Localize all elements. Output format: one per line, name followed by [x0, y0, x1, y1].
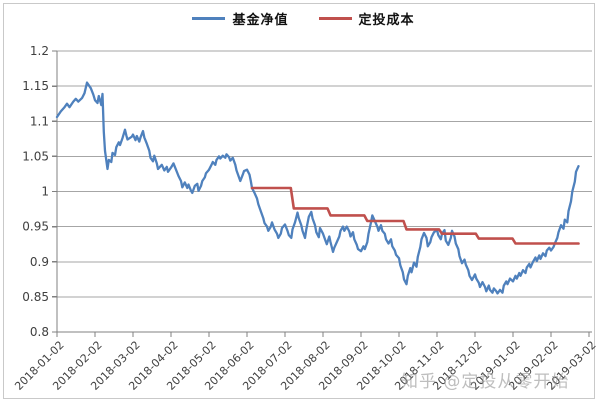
fund-nav-line-swatch — [192, 17, 226, 20]
y-tick-label: 0.9 — [30, 255, 49, 269]
legend-item-fund-nav: 基金净值 — [192, 9, 288, 28]
dca-cost-legend-label: 定投成本 — [358, 13, 415, 28]
dca-cost-line — [250, 186, 580, 245]
dca-cost-line-swatch — [318, 17, 352, 20]
y-tick-label: 1.1 — [30, 114, 49, 128]
fund-nav-legend-label: 基金净值 — [232, 13, 289, 28]
y-tick-label: 1.2 — [30, 44, 49, 58]
watermark: 知乎 @定投从零开始 — [401, 372, 570, 392]
y-tick-label: 1.05 — [22, 149, 49, 163]
y-tick-label: 1.15 — [22, 79, 49, 93]
chart-frame — [3, 3, 595, 399]
legend-item-dca-cost: 定投成本 — [318, 9, 415, 28]
chart-legend: 基金净值 定投成本 — [0, 9, 607, 28]
y-tick-label: 0.8 — [30, 325, 49, 339]
y-tick-label: 0.95 — [22, 220, 49, 234]
y-tick-label: 0.85 — [22, 290, 49, 304]
y-tick-label: 1 — [41, 185, 49, 199]
fund-nav-line — [55, 81, 580, 295]
